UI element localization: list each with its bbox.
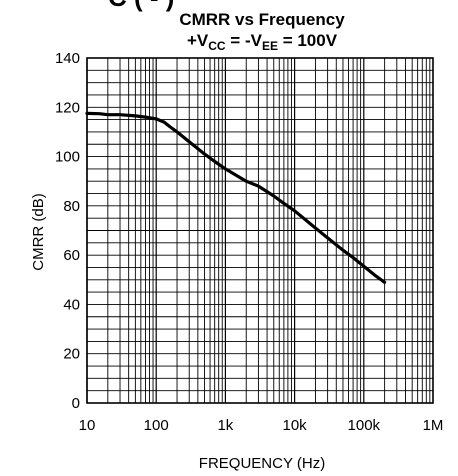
x-tick-label: 1k xyxy=(217,417,233,434)
y-axis-label: CMRR (dB) xyxy=(30,193,47,271)
subtitle-sub-2: EE xyxy=(262,39,278,53)
cmrr-series-line xyxy=(85,111,387,284)
series-layer xyxy=(85,111,387,284)
y-tick-label: 80 xyxy=(63,198,80,215)
x-axis-label: FREQUENCY (Hz) xyxy=(199,455,325,472)
y-tick-label: 40 xyxy=(63,296,80,313)
chart-title: CMRR vs Frequency xyxy=(179,10,345,29)
y-tick-label: 100 xyxy=(55,149,80,166)
x-tick-label: 1M xyxy=(423,417,444,434)
y-tick-label: 140 xyxy=(55,50,80,67)
y-tick-label: 120 xyxy=(55,99,80,116)
subtitle-part-3: = 100V xyxy=(278,31,338,50)
y-tick-label: 0 xyxy=(72,395,80,412)
cut-off-header-fragment: C ( ‑ ) xyxy=(108,0,174,12)
x-tick-label: 100k xyxy=(348,417,381,434)
x-tick-label: 100 xyxy=(144,417,169,434)
subtitle-part-2: = -V xyxy=(226,31,263,50)
subtitle-sub-1: CC xyxy=(208,39,226,53)
y-tick-label: 20 xyxy=(63,346,80,363)
x-tick-label: 10k xyxy=(283,417,308,434)
chart-subtitle: +VCC = -VEE = 100V xyxy=(187,31,338,53)
grid xyxy=(86,57,433,404)
y-tick-label: 60 xyxy=(63,247,80,264)
subtitle-part-1: +V xyxy=(187,31,209,50)
tick-labels: 0 20 40 60 80 100 120 140 10 100 1k 10k 100k 1M xyxy=(55,50,443,434)
x-tick-label: 10 xyxy=(79,417,96,434)
plot-frame xyxy=(86,57,434,404)
